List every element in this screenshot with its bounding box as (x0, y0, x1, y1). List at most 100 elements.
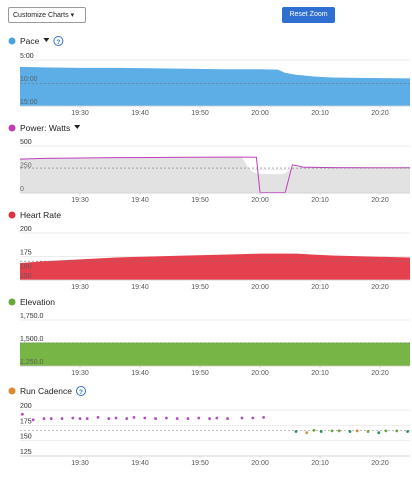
x-tick-label: 19:30 (71, 110, 89, 117)
line-series (19, 156, 410, 194)
scatter-point (175, 417, 179, 420)
chart-title: Heart Rate (20, 210, 61, 220)
y-tick-label-overlay: 500 (20, 139, 32, 146)
chart-title: Elevation (20, 297, 55, 307)
scatter-point (143, 416, 147, 420)
y-tick-label: 1,750.0 (20, 313, 43, 320)
scatter-point (31, 418, 35, 422)
y-tick-label-overlay: 1,500.0 (20, 336, 43, 343)
customize-charts-label: Customize Charts (13, 12, 69, 19)
y-tick-label-overlay: 150 (20, 273, 32, 280)
x-tick-label: 20:00 (251, 370, 269, 377)
x-tick-label: 20:10 (311, 370, 329, 377)
x-tick-label: 19:40 (131, 197, 149, 204)
scatter-point (42, 417, 46, 420)
x-tick-label: 19:50 (191, 460, 209, 467)
x-tick-label: 19:40 (131, 110, 149, 117)
scatter-point (395, 429, 399, 433)
y-tick-label: 5:00 (20, 53, 34, 60)
y-tick-label-overlay: 1,250.0 (20, 359, 43, 366)
scatter-point (330, 429, 334, 433)
scatter-point (49, 417, 53, 420)
x-tick-label: 19:50 (191, 197, 209, 204)
series-color-dot (8, 124, 16, 132)
scatter-point (186, 417, 190, 420)
help-icon-glyph: ? (56, 39, 60, 46)
y-tick-label-overlay: 10:00 (20, 76, 38, 83)
chart-title: Pace (20, 36, 40, 46)
scatter-point (208, 417, 212, 420)
x-tick-label: 20:10 (311, 110, 329, 117)
area-series (20, 253, 410, 280)
y-tick-label: 1,500.0 (20, 336, 43, 343)
reset-zoom-button[interactable]: Reset Zoom (282, 7, 335, 23)
x-tick-label: 20:10 (311, 197, 329, 204)
scatter-point (215, 416, 219, 420)
scatter-point (78, 417, 82, 420)
x-tick-label: 20:20 (371, 460, 389, 467)
area-series (20, 342, 410, 366)
x-tick-label: 19:50 (191, 370, 209, 377)
y-tick-label: 175 (20, 250, 32, 257)
scatter-point (60, 417, 64, 420)
y-tick-label-overlay: 200 (20, 226, 32, 233)
scatter-point (85, 417, 89, 420)
x-tick-label: 19:30 (71, 460, 89, 467)
y-tick-label-overlay: 175 (20, 250, 32, 257)
area-series (20, 157, 410, 193)
x-tick-label: 19:40 (131, 370, 149, 377)
y-tick-label-overlay: 5:00 (20, 53, 34, 60)
y-tick-label: 500 (20, 139, 32, 146)
help-icon[interactable] (53, 36, 64, 46)
x-tick-label: 19:30 (71, 284, 89, 291)
x-tick-label: 20:20 (371, 110, 389, 117)
scatter-point (251, 416, 255, 420)
y-tick-label-overlay: 150 (20, 434, 32, 441)
scatter-point (262, 415, 265, 419)
y-tick-label-overlay: 15:00 (20, 99, 38, 106)
x-tick-label: 20:10 (311, 284, 329, 291)
charts-area: Pace?5:0010:0015:005:0010:0015:0019:3019… (8, 36, 410, 467)
customize-charts-button[interactable]: Customize Charts ▾ (8, 7, 86, 23)
x-tick-label: 20:00 (251, 110, 269, 117)
y-tick-label-overlay: 125 (20, 449, 32, 456)
toolbar: Customize Charts ▾ Reset Zoom (0, 0, 412, 30)
scatter-point (71, 416, 75, 420)
scatter-point (240, 416, 244, 420)
scatter-point (305, 431, 309, 435)
scatter-point (406, 430, 409, 433)
help-icon-glyph: ? (79, 389, 83, 396)
chevron-down-icon[interactable] (43, 38, 50, 42)
x-tick-label: 20:00 (251, 284, 269, 291)
chart-panel-3: Elevation1,250.01,500.01,750.01,250.01,5… (8, 297, 410, 377)
scatter-point (294, 430, 298, 433)
chart-panel-0: Pace?5:0010:0015:005:0010:0015:0019:3019… (8, 36, 410, 117)
y-tick-label: 200 (20, 403, 32, 410)
scatter-point (355, 429, 359, 433)
y-tick-label-overlay: 200 (20, 403, 32, 410)
x-tick-label: 20:00 (251, 197, 269, 204)
chart-panel-4: Run Cadence ?12515017520012515017520019:3… (8, 386, 410, 467)
y-tick-label-overlay: 175 (20, 418, 32, 425)
chevron-down-icon: ▾ (70, 12, 75, 19)
scatter-point (21, 412, 24, 416)
area-series (20, 66, 410, 106)
scatter-point (337, 429, 341, 433)
chart-title: Run Cadence (20, 386, 72, 396)
scatter-point (377, 431, 381, 435)
y-tick-label-overlay: 250 (20, 163, 32, 170)
x-tick-label: 19:40 (131, 284, 149, 291)
scatter-point (132, 415, 136, 419)
x-tick-label: 20:10 (311, 460, 329, 467)
y-tick-label: 175 (20, 418, 32, 425)
x-tick-label: 20:20 (371, 370, 389, 377)
scatter-point (125, 417, 129, 420)
help-icon[interactable] (75, 386, 86, 396)
series-color-dot (8, 298, 16, 306)
chevron-down-icon[interactable] (74, 125, 81, 129)
x-tick-label: 20:20 (371, 284, 389, 291)
y-tick-label: 125 (20, 449, 32, 456)
scatter-point (114, 416, 118, 420)
series-color-dot (8, 37, 16, 45)
x-tick-label: 20:00 (251, 460, 269, 467)
